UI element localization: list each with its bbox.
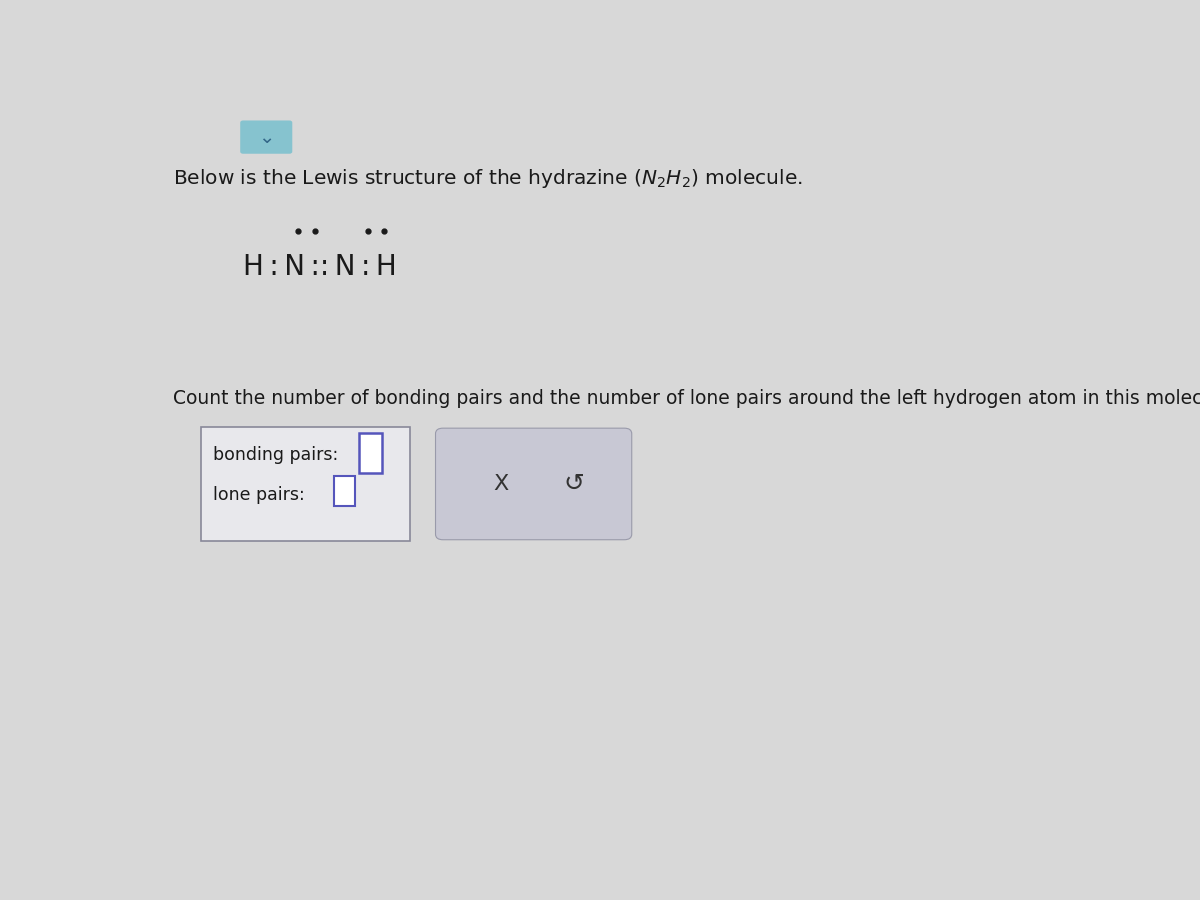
FancyBboxPatch shape (240, 121, 293, 154)
Text: X: X (493, 474, 509, 494)
Text: H : N :: N : H: H : N :: N : H (242, 254, 397, 282)
FancyBboxPatch shape (359, 433, 382, 473)
Text: ⌄: ⌄ (258, 129, 275, 148)
Text: Count the number of bonding pairs and the number of lone pairs around the left h: Count the number of bonding pairs and th… (173, 389, 1200, 408)
Text: Below is the Lewis structure of the hydrazine $(N_2H_2)$ molecule.: Below is the Lewis structure of the hydr… (173, 166, 803, 190)
FancyBboxPatch shape (334, 476, 355, 507)
Text: lone pairs:: lone pairs: (214, 486, 305, 504)
FancyBboxPatch shape (436, 428, 631, 540)
Text: bonding pairs:: bonding pairs: (214, 446, 338, 464)
FancyBboxPatch shape (202, 427, 410, 541)
Text: ↺: ↺ (563, 472, 584, 496)
